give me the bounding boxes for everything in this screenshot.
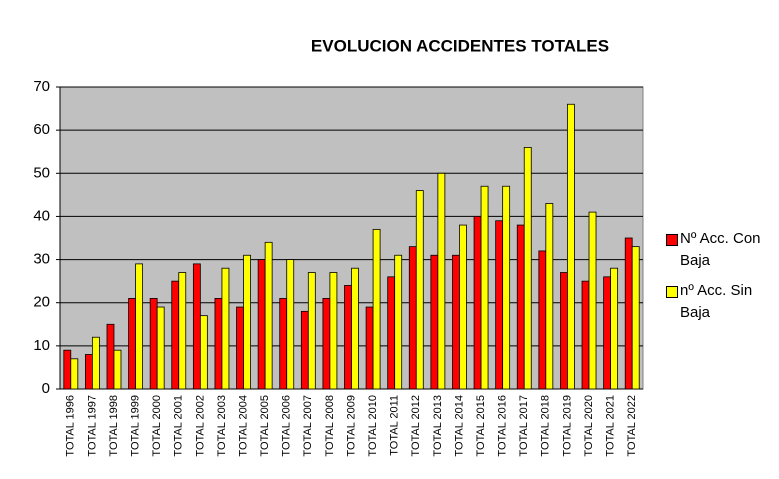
legend-swatch [666,234,678,246]
x-tick-label: TOTAL 2015 [475,395,487,457]
bar [387,276,396,390]
bar [156,306,165,390]
bar [437,172,446,390]
x-tick-label: TOTAL 1999 [129,395,141,457]
bar [243,254,251,390]
bar [631,246,640,390]
bar [545,203,554,390]
bar [178,272,187,390]
y-tick-label: 0 [42,380,50,397]
bar [560,272,568,390]
x-tick-label: TOTAL 2020 [583,395,595,457]
x-tick-label: TOTAL 2000 [151,395,163,457]
bar [408,246,417,390]
x-tick-label: TOTAL 1997 [86,395,98,457]
y-tick-label: 70 [33,78,50,95]
x-tick-label: TOTAL 2006 [281,395,293,457]
y-tick-label: 60 [33,121,50,138]
x-tick-label: TOTAL 2014 [453,395,465,457]
bar [372,228,381,390]
bar [199,315,208,390]
x-tick-label: TOTAL 2012 [410,395,422,457]
bar [91,336,100,390]
bar [365,306,374,390]
x-tick-label: TOTAL 2003 [216,395,228,457]
x-tick-label: TOTAL 2011 [389,395,401,456]
bar [214,297,223,390]
x-tick-label: TOTAL 2004 [237,395,249,457]
bar [113,349,122,390]
x-tick-label: TOTAL 2005 [259,395,271,457]
bar [192,263,201,390]
bar [473,216,482,390]
y-tick-label: 20 [33,294,50,311]
bar [264,241,273,390]
y-tick-label: 40 [33,207,50,224]
x-tick-label: TOTAL 2013 [432,395,444,457]
x-tick-label: TOTAL 2018 [540,395,552,457]
x-tick-label: TOTAL 2016 [497,395,509,457]
bar [171,280,180,390]
bar [257,259,266,390]
bar [394,254,403,390]
bar [459,224,467,390]
bar [135,263,143,390]
bar [236,306,244,390]
bar [502,185,511,390]
x-tick-label: TOTAL 2007 [302,395,314,457]
x-tick-label: TOTAL 2022 [626,395,638,457]
bar [567,103,575,390]
bar [415,190,424,390]
x-tick-label: TOTAL 2017 [518,395,530,457]
bar [221,267,230,390]
bar [128,297,136,390]
x-tick-label: TOTAL 2002 [194,395,206,457]
x-tick-label: TOTAL 2008 [324,395,336,457]
x-tick-label: TOTAL 2019 [561,395,573,457]
x-tick-label: TOTAL 1998 [108,395,120,457]
bar [495,220,504,390]
legend-swatch [666,286,678,298]
legend-label: Nº Acc. Con Baja [680,230,761,269]
bar [480,185,489,390]
x-tick-label: TOTAL 2010 [367,395,379,457]
bar [300,310,309,390]
bar [538,250,547,390]
bar [322,297,331,390]
bar [329,272,338,390]
y-tick-label: 10 [33,337,50,354]
bar [523,146,532,390]
bar [588,211,597,390]
bar [279,297,288,390]
bar [70,358,79,390]
legend-label: nº Acc. Sin Baja [680,282,753,321]
bar [624,237,633,390]
bar [603,276,612,390]
bar [307,272,316,390]
x-tick-label: TOTAL 2009 [345,395,357,457]
bar [344,285,352,390]
bar [610,267,619,390]
bar [452,254,460,390]
y-tick-label: 50 [33,164,50,181]
bar [106,323,115,390]
y-tick-label: 30 [33,251,50,268]
bar [84,354,93,390]
x-tick-label: TOTAL 1996 [65,395,77,457]
x-tick-label: TOTAL 2021 [605,395,617,457]
bar [286,259,295,390]
bar [63,349,72,390]
chart-title: EVOLUCION ACCIDENTES TOTALES [311,36,609,55]
bar [149,297,158,390]
x-tick-label: TOTAL 2001 [173,395,185,457]
bar [516,224,525,390]
bar [581,280,590,390]
bar [351,267,359,390]
bar [430,254,439,390]
